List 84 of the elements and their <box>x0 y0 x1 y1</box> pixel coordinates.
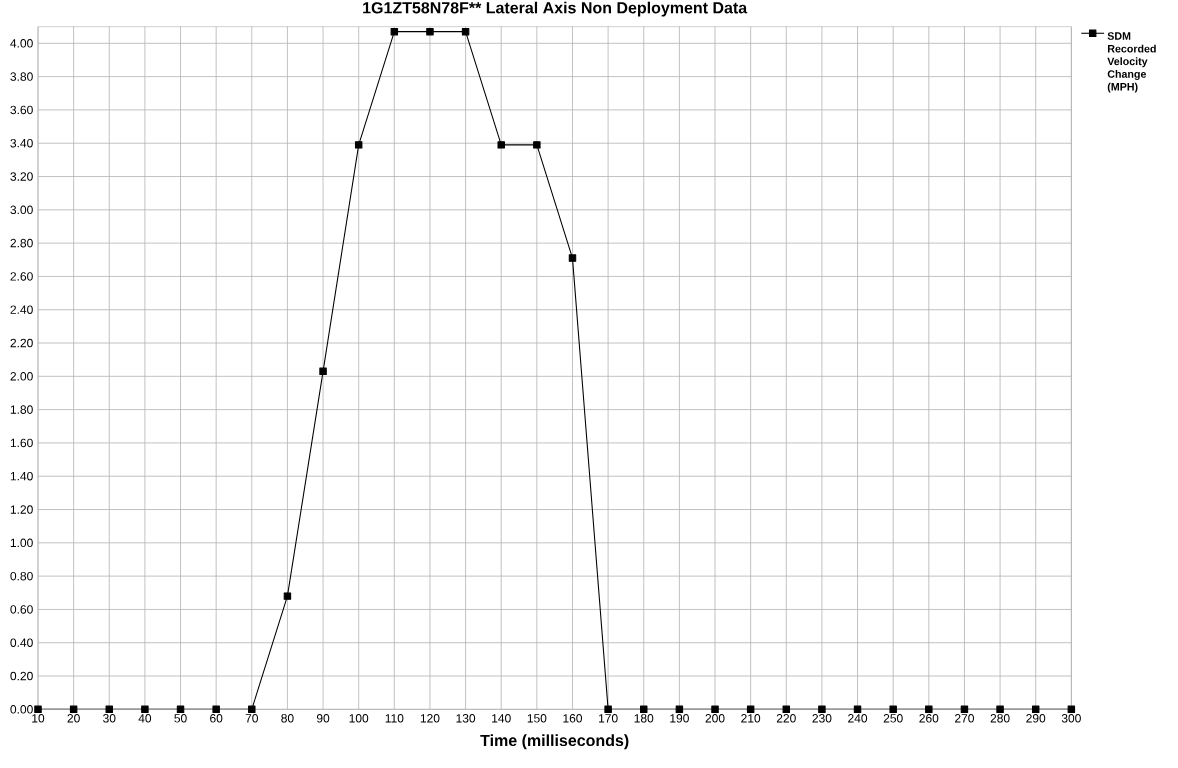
point <box>746 705 755 714</box>
x-tick-label: 260 <box>919 714 939 723</box>
point <box>818 705 826 714</box>
x-tick-label: 270 <box>955 714 974 723</box>
point <box>176 705 185 714</box>
x-axis-title: Time (milliseconds) <box>480 734 629 750</box>
x-tick-label: 140 <box>492 714 511 723</box>
x-tick-label: 250 <box>883 714 903 723</box>
x-tick-label: 150 <box>527 714 547 723</box>
x-tick-label: 60 <box>210 714 223 723</box>
point <box>960 705 969 714</box>
x-tick-label: 10 <box>32 714 45 723</box>
x-tick-label: 110 <box>385 714 404 723</box>
x-tick-label: 70 <box>245 714 258 723</box>
point <box>996 705 1004 714</box>
y-tick-label: 3.60 <box>10 105 33 115</box>
x-tick-label: 40 <box>138 714 152 723</box>
point <box>604 705 612 714</box>
y-tick-label: 1.20 <box>10 505 33 514</box>
x-tick-label: 90 <box>316 714 330 723</box>
y-tick-label: 2.40 <box>10 305 33 314</box>
x-tick-label: 240 <box>848 714 868 723</box>
point <box>390 27 399 36</box>
x-tick-label: 290 <box>1026 714 1046 723</box>
point <box>853 705 862 714</box>
y-tick-label: 0.20 <box>10 671 33 681</box>
point <box>283 592 292 600</box>
x-tick-label: 160 <box>563 714 583 723</box>
point <box>1031 705 1040 714</box>
y-tick-label: 0.40 <box>10 638 33 647</box>
point <box>497 141 505 149</box>
x-tick-label: 80 <box>281 714 294 723</box>
y-tick-label: 1.00 <box>10 538 33 548</box>
x-tick-label: 130 <box>456 714 476 723</box>
x-tick-label: 180 <box>634 714 654 723</box>
y-tick-label: 0.00 <box>10 705 33 714</box>
x-tick-label: 30 <box>103 714 116 723</box>
y-tick-label: 3.00 <box>10 205 33 215</box>
point <box>461 27 470 36</box>
x-tick-label: 300 <box>1061 714 1081 723</box>
legend-label: SDM Recorded Velocity Change (MPH) <box>1107 32 1156 93</box>
y-tick-label: 1.40 <box>10 471 33 481</box>
x-tick-label: 120 <box>420 714 440 723</box>
y-tick-label: 3.40 <box>10 138 33 148</box>
point <box>69 705 78 714</box>
x-tick-label: 210 <box>741 714 761 723</box>
point <box>675 705 684 714</box>
point <box>568 254 577 262</box>
point <box>248 705 256 714</box>
point <box>640 705 648 714</box>
point <box>925 705 933 714</box>
point <box>141 705 149 714</box>
point <box>1067 705 1076 714</box>
x-tick-label: 200 <box>705 714 725 723</box>
point <box>354 141 363 149</box>
y-tick-label: 3.80 <box>10 72 33 81</box>
point <box>889 705 897 714</box>
point <box>711 705 719 714</box>
y-tick-label: 2.60 <box>10 272 33 281</box>
x-tick-label: 280 <box>990 714 1010 723</box>
y-tick-label: 1.80 <box>10 405 33 414</box>
point <box>105 705 114 714</box>
point <box>34 705 42 714</box>
y-tick-label: 0.60 <box>10 605 33 614</box>
chart-title: 1G1ZT58N78F** Lateral Axis Non Deployment Data <box>363 1 748 17</box>
x-tick-label: 50 <box>174 714 187 723</box>
x-tick-label: 230 <box>812 714 832 723</box>
x-tick-label: 20 <box>67 714 80 723</box>
x-tick-label: 220 <box>776 714 796 723</box>
point <box>319 367 327 376</box>
point <box>426 27 434 36</box>
point <box>782 705 791 714</box>
x-tick-label: 190 <box>670 714 689 723</box>
y-tick-label: 4.00 <box>10 39 33 48</box>
y-tick-label: 1.60 <box>10 438 33 448</box>
y-tick-label: 0.80 <box>10 571 33 581</box>
x-tick-label: 100 <box>349 714 369 723</box>
point <box>212 705 220 714</box>
x-tick-label: 170 <box>599 714 618 723</box>
y-tick-label: 2.80 <box>10 238 33 248</box>
point <box>533 141 541 149</box>
y-tick-label: 3.20 <box>10 172 33 181</box>
y-tick-label: 2.00 <box>10 372 33 381</box>
y-tick-label: 2.20 <box>10 338 33 348</box>
